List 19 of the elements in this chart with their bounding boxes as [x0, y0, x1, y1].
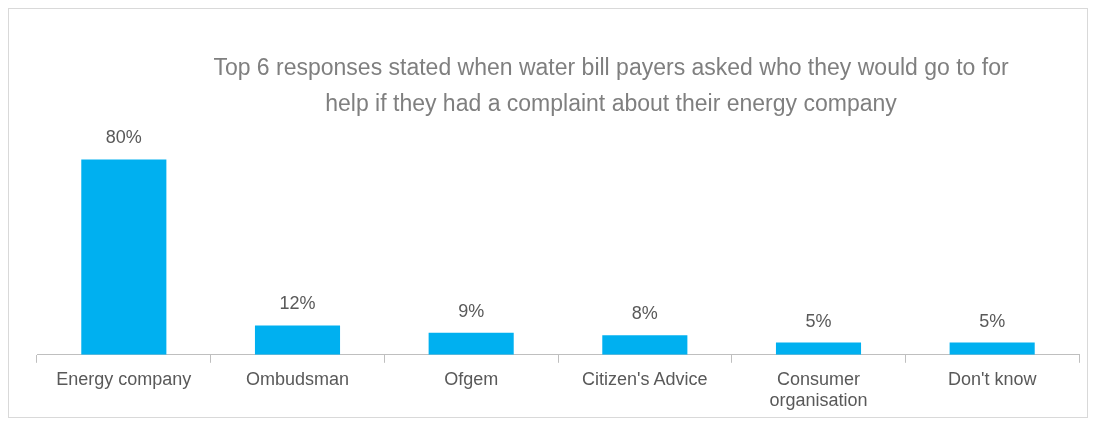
- chart-title: Top 6 responses stated when water bill payers asked who they would go to for help if they had a complaint about their energy company: [212, 53, 1010, 118]
- bar: [428, 332, 514, 355]
- data-label: 5%: [979, 310, 1006, 331]
- data-label: 8%: [631, 303, 658, 324]
- x-tick-label: Consumer organisation: [769, 368, 868, 411]
- bar: [775, 342, 862, 355]
- bar: [602, 335, 688, 355]
- bar: [254, 325, 341, 355]
- data-label: 80%: [105, 127, 142, 148]
- x-tick-label: Citizen's Advice: [582, 368, 708, 389]
- bar: [81, 159, 167, 355]
- bar: [949, 342, 1035, 355]
- data-label: 5%: [805, 310, 832, 331]
- x-tick-label: Don't know: [947, 368, 1038, 389]
- data-label: 9%: [458, 300, 485, 321]
- x-tick-label: Ombudsman: [245, 368, 350, 389]
- x-tick-label: Ofgem: [444, 368, 499, 389]
- x-tick-label: Energy company: [56, 368, 192, 389]
- data-label: 12%: [279, 293, 316, 314]
